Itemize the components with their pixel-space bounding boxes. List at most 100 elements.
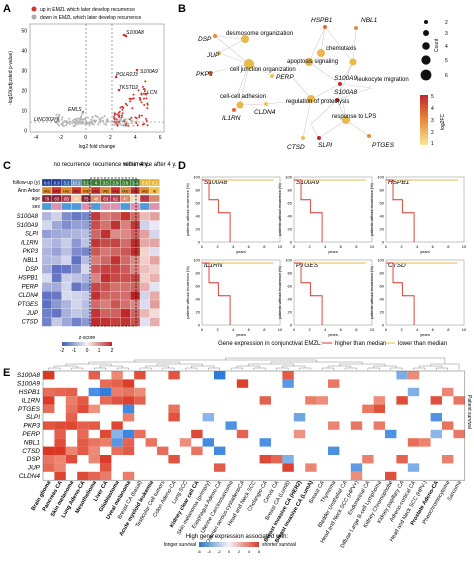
volcano-y-tick: 30: [21, 69, 27, 75]
dendro-branch: [276, 367, 289, 370]
volcano-point-down: [54, 120, 58, 124]
heat-c-cell: [100, 247, 111, 257]
heat-c-cell: [100, 299, 111, 309]
heat-e-cell: [442, 387, 454, 397]
volcano-point-up: [138, 116, 141, 119]
panel-c: C no recurrence recurrence within 4 y. r…: [3, 160, 177, 354]
legend-count-3: [423, 30, 429, 36]
heat-c-cell: [110, 229, 121, 239]
volcano-y-tick: 40: [21, 49, 27, 55]
km-x-tick: 0: [201, 244, 204, 249]
e-legend-title: High gene expression associated with:: [186, 534, 289, 540]
volcano-point-up: [126, 104, 128, 107]
volcano-point-up: [142, 92, 145, 95]
volcano-point-up: [120, 116, 123, 119]
km-legend-low: lower than median: [398, 341, 447, 347]
heat-c-cell: [130, 229, 141, 239]
volcano-point-ns: [99, 119, 102, 122]
volcano-point-ns: [81, 113, 84, 116]
volcano-point-ns: [58, 124, 60, 127]
km-title: S100A8: [204, 179, 228, 186]
km-x-tick: 4: [416, 327, 419, 332]
heat-e-cell: [65, 421, 78, 430]
heat-e-cell: [122, 413, 135, 422]
text-leukocyte-migration: leukocyte migration: [357, 77, 409, 83]
heat-c-cell: [90, 229, 101, 239]
text-s100a9: S100A9: [334, 75, 358, 82]
volcano-point-ns: [127, 122, 130, 125]
dendro-branch: [133, 359, 317, 362]
heat-c-cell: [90, 238, 101, 248]
volcano-point-ns: [67, 121, 70, 124]
heat-c-cell: [61, 220, 72, 230]
heat-c-cell: [120, 291, 131, 301]
heat-e-cell: [134, 387, 146, 397]
text-desmosome: desmosome organization: [226, 31, 293, 37]
heat-c-cell: [100, 317, 111, 327]
heat-c-cell: [90, 317, 101, 327]
volcano-ylabel: -log10(adjusted p-value): [8, 51, 14, 105]
volcano-point-up: [134, 116, 137, 119]
heat-c-cell: [90, 273, 101, 283]
heat-c-cell: [81, 220, 92, 230]
zscore-tick-m2: -2: [60, 348, 65, 354]
km-title: CTSD: [388, 262, 406, 269]
volcano-point-ns: [97, 123, 100, 126]
heat-e-gene-label: S100A8: [17, 372, 41, 379]
volcano-point-ns: [57, 115, 60, 118]
label-linc00279: LINC00279: [34, 117, 60, 123]
heat-c-cell: [71, 211, 82, 221]
heat-e-cell: [88, 387, 100, 397]
km-curve-high: [386, 262, 415, 325]
volcano-point-up: [123, 120, 125, 123]
node-regulation-of-proteolysis: [307, 95, 315, 103]
heat-e-cell: [442, 455, 454, 464]
heat-c-gene-label: HSPB1: [18, 276, 38, 282]
heat-e-cell: [236, 379, 249, 388]
heat-c-cell: [149, 291, 160, 301]
heat-e-cell: [88, 455, 100, 464]
heat-c-cell: [139, 291, 150, 301]
km-y-tick: 80: [380, 271, 385, 276]
node-leukocyte-migration: [349, 58, 357, 66]
label-lcn: LCN: [147, 90, 157, 96]
text-ctsd: CTSD: [287, 144, 305, 151]
km-x-tick: 8: [447, 327, 450, 332]
km-ylabel: patients without recurrence (%): [186, 265, 190, 318]
km-y-tick: 60: [288, 201, 293, 206]
volcano-point-ns: [124, 121, 127, 124]
km-y-tick: 0: [198, 323, 201, 328]
volcano-point-ns: [56, 123, 59, 126]
heat-c-cell: [51, 238, 62, 248]
sex-cell: [61, 202, 72, 211]
volcano-point-up: [146, 102, 149, 105]
heat-e-cell: [407, 371, 420, 380]
heat-c-cell: [120, 255, 131, 265]
age-cell: [149, 194, 160, 203]
dendro-branch: [225, 357, 446, 364]
e-legend-tick: -2: [217, 549, 221, 554]
km-y-tick: 40: [288, 297, 293, 302]
heat-e-gene-label: PTGES: [18, 406, 41, 413]
km-x-tick: 8: [447, 244, 450, 249]
heat-c-cell: [110, 282, 121, 292]
volcano-point-labeled: [135, 68, 139, 72]
heat-e-cell: [77, 438, 89, 447]
heat-e-cell: [77, 421, 89, 430]
volcano-point-up: [115, 118, 118, 121]
km-y-tick: 80: [288, 188, 293, 193]
heat-c-cell: [120, 317, 131, 327]
e-legend-tick: -6: [197, 549, 201, 554]
text-cell-cell-adhesion: cell-cell adhesion: [220, 94, 266, 100]
volcano-point-ns: [111, 120, 114, 123]
km-x-tick: 6: [248, 327, 251, 332]
zscore-bar: [62, 342, 112, 346]
volcano-y-tick: 50: [21, 29, 27, 35]
dendro-branch: [418, 365, 443, 368]
dendro-branch: [236, 365, 260, 368]
dendro-branch: [247, 363, 295, 366]
heat-c-cell: [139, 273, 150, 283]
heat-c-cell: [81, 264, 92, 274]
network-nodes: [208, 25, 371, 140]
